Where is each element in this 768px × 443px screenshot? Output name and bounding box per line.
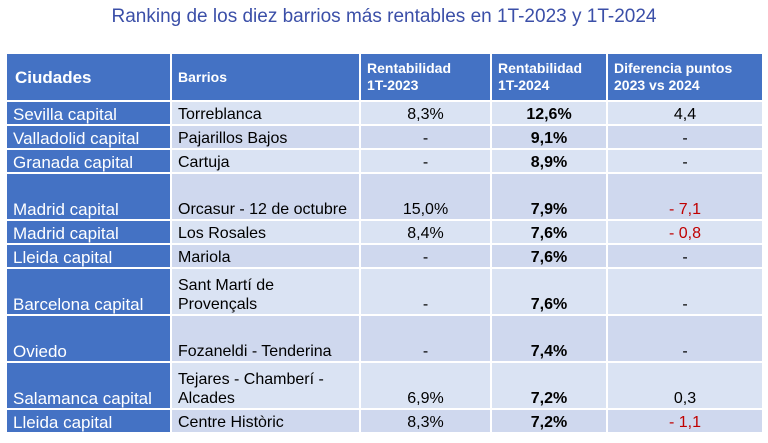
city-cell: Madrid capital (5, 172, 172, 221)
rentabilidad-2023-cell: 6,9% (359, 361, 492, 410)
rentabilidad-2023-cell: 8,3% (359, 408, 492, 434)
diferencia-cell: - 1,1 (606, 408, 764, 434)
header-barrios: Barrios (170, 52, 361, 102)
table-row: Granada capital Cartuja - 8,9% - (5, 148, 764, 174)
diferencia-cell: - (606, 267, 764, 316)
header-rentabilidad-2023: Rentabilidad 1T-2023 (359, 52, 492, 102)
table-row: Barcelona capital Sant Martí de Provença… (5, 267, 764, 316)
city-cell: Madrid capital (5, 219, 172, 245)
rentabilidad-2024-cell: 7,2% (490, 361, 608, 410)
barrio-cell: Orcasur - 12 de octubre (170, 172, 361, 221)
header-rentabilidad-2024-line1: Rentabilidad (498, 60, 583, 76)
table-row: Valladolid capital Pajarillos Bajos - 9,… (5, 124, 764, 150)
table-row: Oviedo Fozaneldi - Tenderina - 7,4% - (5, 314, 764, 363)
rentabilidad-2024-cell: 8,9% (490, 148, 608, 174)
rentabilidad-2023-cell: 8,3% (359, 100, 492, 126)
diferencia-cell: - 0,8 (606, 219, 764, 245)
table-row: Lleida capital Mariola - 7,6% - (5, 243, 764, 269)
table-row: Madrid capital Los Rosales 8,4% 7,6% - 0… (5, 219, 764, 245)
table-row: Madrid capital Orcasur - 12 de octubre 1… (5, 172, 764, 221)
barrio-cell: Mariola (170, 243, 361, 269)
city-cell: Granada capital (5, 148, 172, 174)
city-cell: Lleida capital (5, 243, 172, 269)
table-row: Lleida capital Centre Històric 8,3% 7,2%… (5, 408, 764, 434)
page-title: Ranking de los diez barrios más rentable… (111, 6, 657, 27)
header-diferencia-line2: 2023 vs 2024 (614, 77, 700, 93)
city-cell: Sevilla capital (5, 100, 172, 126)
header-diferencia-line1: Diferencia puntos (614, 60, 733, 76)
header-diferencia: Diferencia puntos 2023 vs 2024 (606, 52, 764, 102)
city-cell: Oviedo (5, 314, 172, 363)
rentabilidad-2024-cell: 7,4% (490, 314, 608, 363)
rentabilidad-2024-cell: 7,2% (490, 408, 608, 434)
barrio-cell: Torreblanca (170, 100, 361, 126)
city-cell: Salamanca capital (5, 361, 172, 410)
table-row: Salamanca capital Tejares - Chamberí - A… (5, 361, 764, 410)
rentabilidad-2023-cell: 8,4% (359, 219, 492, 245)
barrio-cell: Fozaneldi - Tenderina (170, 314, 361, 363)
rentabilidad-2024-cell: 7,6% (490, 219, 608, 245)
diferencia-cell: - (606, 243, 764, 269)
diferencia-cell: - (606, 148, 764, 174)
rentabilidad-2023-cell: - (359, 124, 492, 150)
table-header-row: Ciudades Barrios Rentabilidad 1T-2023 Ren… (5, 52, 764, 102)
diferencia-cell: - (606, 124, 764, 150)
rentabilidad-2024-cell: 9,1% (490, 124, 608, 150)
diferencia-cell: - (606, 314, 764, 363)
header-rentabilidad-2024: Rentabilidad 1T-2024 (490, 52, 608, 102)
barrio-cell: Tejares - Chamberí - Alcades (170, 361, 361, 410)
barrio-cell: Pajarillos Bajos (170, 124, 361, 150)
barrio-cell: Cartuja (170, 148, 361, 174)
rentabilidad-2023-cell: - (359, 267, 492, 316)
barrio-cell: Los Rosales (170, 219, 361, 245)
rentabilidad-2023-cell: - (359, 314, 492, 363)
diferencia-cell: 4,4 (606, 100, 764, 126)
table-row: Sevilla capital Torreblanca 8,3% 12,6% 4… (5, 100, 764, 126)
header-rentabilidad-2023-line1: Rentabilidad (367, 60, 452, 76)
rentabilidad-2024-cell: 12,6% (490, 100, 608, 126)
diferencia-cell: 0,3 (606, 361, 764, 410)
header-rentabilidad-2023-line2: 1T-2023 (367, 77, 419, 93)
header-ciudades: Ciudades (5, 52, 172, 102)
rentabilidad-2024-cell: 7,6% (490, 267, 608, 316)
city-cell: Valladolid capital (5, 124, 172, 150)
rentabilidad-2024-cell: 7,9% (490, 172, 608, 221)
rentabilidad-2023-cell: - (359, 148, 492, 174)
rentabilidad-2024-cell: 7,6% (490, 243, 608, 269)
barrio-cell: Centre Històric (170, 408, 361, 434)
header-rentabilidad-2024-line2: 1T-2024 (498, 77, 550, 93)
rentabilidad-2023-cell: - (359, 243, 492, 269)
barrio-cell: Sant Martí de Provençals (170, 267, 361, 316)
ranking-table: Ciudades Barrios Rentabilidad 1T-2023 Ren… (5, 52, 764, 434)
city-cell: Lleida capital (5, 408, 172, 434)
rentabilidad-2023-cell: 15,0% (359, 172, 492, 221)
city-cell: Barcelona capital (5, 267, 172, 316)
diferencia-cell: - 7,1 (606, 172, 764, 221)
